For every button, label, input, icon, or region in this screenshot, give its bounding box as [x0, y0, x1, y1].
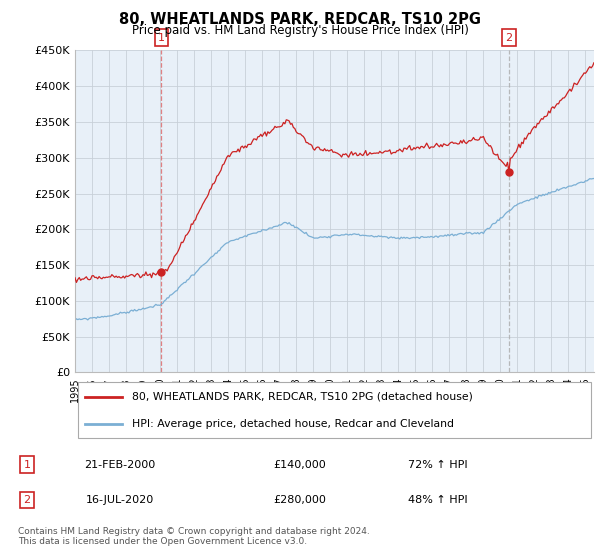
- Text: 2: 2: [23, 495, 31, 505]
- Text: 1: 1: [158, 32, 165, 43]
- FancyBboxPatch shape: [77, 382, 592, 438]
- Text: 16-JUL-2020: 16-JUL-2020: [86, 495, 154, 505]
- Text: £280,000: £280,000: [274, 495, 326, 505]
- Text: 21-FEB-2000: 21-FEB-2000: [85, 460, 155, 470]
- Text: Contains HM Land Registry data © Crown copyright and database right 2024.
This d: Contains HM Land Registry data © Crown c…: [18, 526, 370, 546]
- Text: 80, WHEATLANDS PARK, REDCAR, TS10 2PG (detached house): 80, WHEATLANDS PARK, REDCAR, TS10 2PG (d…: [132, 391, 473, 402]
- Text: HPI: Average price, detached house, Redcar and Cleveland: HPI: Average price, detached house, Redc…: [132, 419, 454, 429]
- Text: 1: 1: [23, 460, 31, 470]
- Text: Price paid vs. HM Land Registry's House Price Index (HPI): Price paid vs. HM Land Registry's House …: [131, 24, 469, 37]
- Text: 2: 2: [505, 32, 512, 43]
- Text: 48% ↑ HPI: 48% ↑ HPI: [408, 495, 468, 505]
- Text: 72% ↑ HPI: 72% ↑ HPI: [408, 460, 468, 470]
- Text: £140,000: £140,000: [274, 460, 326, 470]
- Text: 80, WHEATLANDS PARK, REDCAR, TS10 2PG: 80, WHEATLANDS PARK, REDCAR, TS10 2PG: [119, 12, 481, 27]
